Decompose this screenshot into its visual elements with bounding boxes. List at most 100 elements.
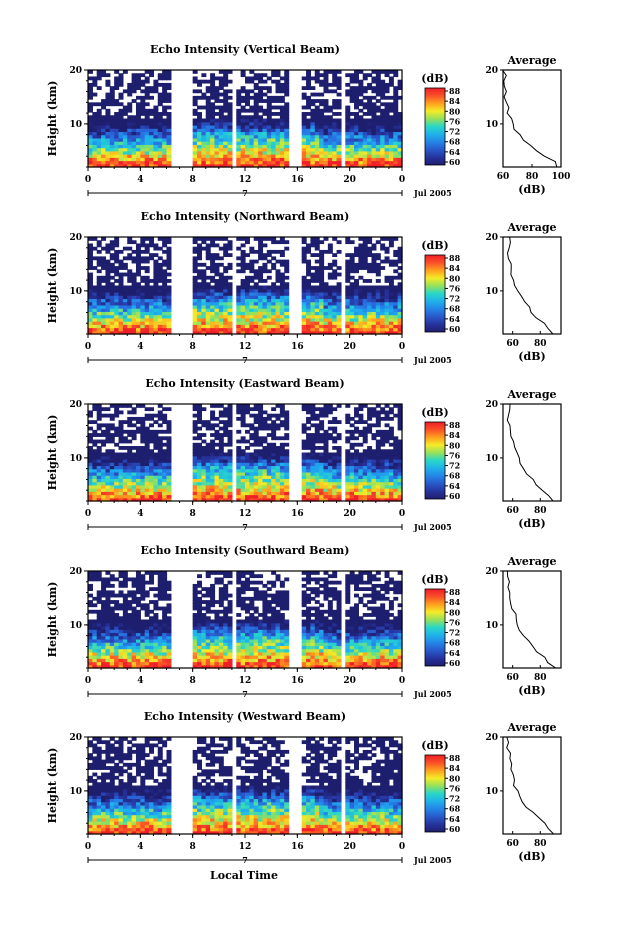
- heatmap-cell: [236, 154, 242, 158]
- heatmap-cell: [166, 471, 172, 476]
- heatmap-cell: [275, 279, 281, 283]
- heatmap-cell: [122, 304, 128, 309]
- heatmap-cell: [118, 157, 124, 162]
- heatmap-cell: [114, 442, 120, 447]
- heatmap-cell: [345, 308, 351, 312]
- heatmap-cell: [140, 141, 146, 145]
- heatmap-cell: [362, 404, 368, 408]
- heatmap-cell: [135, 314, 141, 319]
- heatmap-cell: [144, 163, 150, 168]
- heatmap-cell: [284, 327, 290, 332]
- heatmap-cell: [162, 163, 168, 168]
- heatmap-cell: [101, 468, 107, 473]
- heatmap-cell: [114, 112, 120, 116]
- heatmap-cell: [162, 291, 168, 296]
- heatmap-cell: [327, 141, 333, 145]
- heatmap-cell: [245, 240, 250, 245]
- heatmap-cell: [105, 295, 111, 300]
- heatmap-cell: [258, 279, 264, 283]
- heatmap-cell: [375, 452, 381, 457]
- heatmap-cell: [362, 475, 368, 479]
- heatmap-cell: [275, 121, 281, 126]
- heatmap-cell: [96, 76, 102, 81]
- heatmap-cell: [397, 282, 403, 287]
- heatmap-cell: [88, 86, 93, 90]
- heatmap-cell: [140, 99, 146, 103]
- heatmap-cell: [166, 494, 172, 499]
- heatmap-cell: [279, 112, 285, 116]
- heatmap-cell: [354, 160, 359, 165]
- heatmap-cell: [88, 327, 93, 332]
- heatmap-cell: [88, 272, 93, 277]
- heatmap-cell: [271, 497, 277, 502]
- heatmap-cell: [118, 308, 124, 312]
- heatmap-cell: [319, 266, 325, 270]
- heatmap-cell: [205, 144, 211, 149]
- heatmap-cell: [118, 635, 124, 640]
- heatmap-cell: [144, 429, 150, 434]
- heatmap-cell: [131, 82, 137, 87]
- heatmap-cell: [135, 249, 141, 254]
- heatmap-cell: [144, 416, 150, 421]
- heatmap-cell: [149, 147, 155, 152]
- heatmap-cell: [205, 124, 211, 129]
- heatmap-cell: [105, 317, 111, 322]
- heatmap-cell: [118, 321, 124, 325]
- heatmap-cell: [127, 160, 133, 165]
- heatmap-cell: [323, 484, 329, 489]
- heatmap-cell: [122, 112, 128, 116]
- heatmap-cell: [240, 137, 246, 142]
- heatmap-cell: [258, 144, 264, 149]
- heatmap-cell: [205, 79, 211, 84]
- heatmap-cell: [375, 253, 381, 257]
- heatmap-cell: [218, 262, 224, 267]
- heatmap-cell: [266, 160, 272, 165]
- heatmap-cell: [371, 144, 377, 149]
- heatmap-cell: [275, 304, 281, 309]
- heatmap-cell: [332, 311, 338, 316]
- heatmap-cell: [153, 314, 159, 319]
- heatmap-cell: [218, 279, 224, 283]
- heatmap-cell: [214, 262, 220, 267]
- heatmap-cell: [96, 590, 102, 595]
- heatmap-cell: [362, 154, 368, 158]
- heatmap-cell: [262, 121, 268, 126]
- heatmap-cell: [127, 279, 133, 283]
- heatmap-cell: [258, 324, 264, 329]
- heatmap-cell: [118, 137, 124, 142]
- heatmap-cell: [367, 330, 373, 335]
- heatmap-cell: [109, 481, 115, 486]
- heatmap-cell: [109, 253, 115, 257]
- heatmap-cell: [253, 275, 259, 280]
- heatmap-cell: [127, 488, 133, 492]
- y-tick-label: 10: [69, 287, 82, 297]
- heatmap-cell: [262, 154, 268, 158]
- heatmap-cell: [236, 295, 242, 300]
- heatmap-cell: [358, 298, 364, 303]
- heatmap-cell: [271, 452, 277, 457]
- heatmap-cell: [166, 301, 172, 306]
- heatmap-cell: [354, 330, 359, 335]
- heatmap-cell: [336, 327, 342, 332]
- heatmap-cell: [271, 429, 277, 434]
- heatmap-cell: [258, 481, 264, 486]
- heatmap-cell: [122, 642, 128, 646]
- heatmap-cell: [166, 468, 172, 473]
- heatmap-cell: [131, 272, 137, 277]
- heatmap-cell: [101, 587, 107, 591]
- heatmap-cell: [201, 150, 207, 155]
- heatmap-cell: [319, 407, 325, 412]
- heatmap-cell: [332, 488, 338, 492]
- heatmap-cell: [279, 497, 285, 502]
- heatmap-cell: [210, 76, 216, 81]
- heatmap-cell: [140, 423, 146, 428]
- heatmap-cell: [332, 458, 338, 463]
- heatmap-cell: [205, 112, 211, 116]
- heatmap-cell: [214, 112, 220, 116]
- heatmap-cell: [323, 413, 329, 418]
- heatmap-cell: [240, 160, 246, 165]
- heatmap-cell: [214, 147, 220, 152]
- heatmap-cell: [336, 330, 342, 335]
- heatmap-cell: [279, 404, 285, 408]
- heatmap-cell: [371, 317, 377, 322]
